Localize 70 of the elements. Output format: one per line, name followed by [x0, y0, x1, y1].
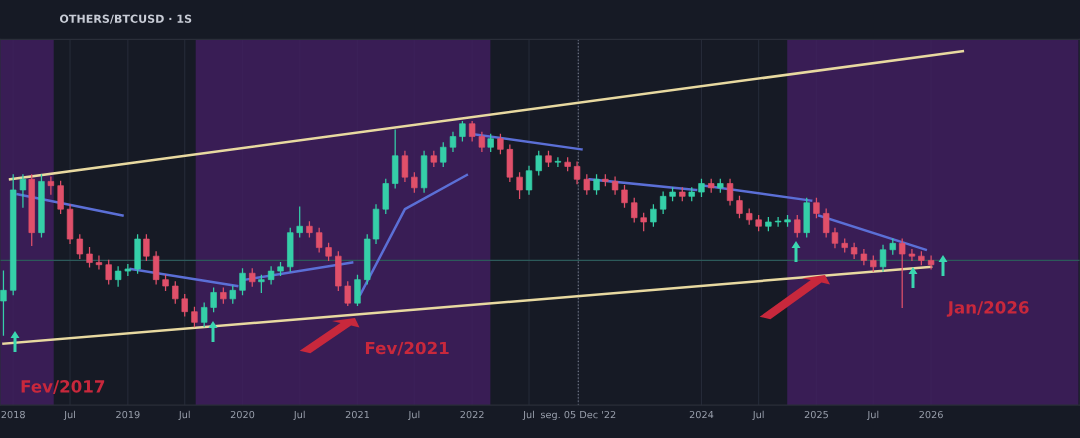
candlestick: [344, 281, 351, 306]
candlestick: [593, 174, 600, 195]
x-tick-label: Jul: [522, 410, 534, 421]
candlestick: [794, 214, 801, 238]
candlestick: [736, 195, 743, 219]
x-tick-label: 2019: [116, 410, 140, 419]
x-tick-label: 2025: [804, 410, 828, 419]
candlestick: [459, 120, 466, 142]
candlestick: [57, 180, 64, 215]
candlestick: [516, 172, 523, 200]
annotation: Jan/2026: [946, 301, 1029, 317]
x-tick-label: 2022: [460, 410, 484, 419]
candlestick: [411, 172, 418, 193]
candlestick: [497, 133, 504, 155]
x-tick-label: 2026: [919, 410, 943, 419]
candlestick: [650, 204, 657, 227]
candlestick: [535, 150, 542, 176]
candlestick: [95, 255, 103, 270]
x-tick-label: 2024: [689, 410, 714, 419]
candlestick: [105, 259, 112, 285]
candlestick: [76, 234, 83, 259]
x-tick-label: Jul: [866, 410, 879, 421]
x-tick-label: Jul: [178, 410, 190, 421]
candlestick: [124, 264, 132, 276]
annotation: Fev/2017: [21, 380, 105, 395]
candlestick: [401, 150, 409, 183]
candlestick: [114, 266, 122, 287]
candlestick: [554, 157, 562, 168]
x-tick-label: 2021: [345, 410, 369, 419]
candlestick: [19, 174, 27, 208]
candlestick: [908, 249, 916, 262]
x-tick-label: Jul: [293, 410, 305, 421]
x-tick-label: Jul: [407, 410, 420, 421]
candlestick: [468, 120, 476, 142]
candlestick: [239, 268, 246, 296]
candlestick: [726, 178, 734, 206]
candlestick: [354, 274, 361, 306]
candlestick: [621, 185, 628, 208]
x-tick-label: Jul: [752, 410, 764, 421]
candlestick: [201, 302, 208, 328]
candlestick: [191, 306, 198, 328]
candlestick: [659, 191, 667, 215]
chart-title: OTHERS/BTCUSD · 1S: [59, 14, 192, 24]
candlestick: [143, 234, 150, 262]
candlestick: [315, 227, 323, 253]
x-tick-label: 2018: [1, 410, 25, 419]
candlestick: [774, 217, 782, 227]
candlestick: [631, 197, 638, 223]
candlestick: [478, 131, 486, 153]
x-tick-label: 2020: [230, 410, 255, 419]
candlestick: [172, 281, 179, 304]
candlestick: [86, 246, 93, 268]
candlestick: [440, 142, 447, 168]
candlestick: [813, 197, 820, 219]
candlestick: [210, 287, 217, 313]
candlestick: [152, 251, 160, 285]
candlestick: [525, 165, 533, 195]
candlestick: [0, 270, 7, 336]
candlestick: [583, 174, 590, 195]
candlestick: [181, 293, 188, 317]
candlestick: [573, 161, 581, 185]
candlestick: [296, 206, 303, 238]
candlestick: [47, 176, 55, 195]
candlestick: [879, 244, 887, 272]
annotation: Fev/2021: [365, 341, 449, 356]
x-tick-label: seg. 05 Dec '22: [540, 410, 616, 421]
candlestick: [927, 255, 935, 270]
candlestick: [899, 238, 906, 309]
x-tick-label: Jul: [63, 410, 76, 421]
candlestick: [449, 131, 457, 153]
